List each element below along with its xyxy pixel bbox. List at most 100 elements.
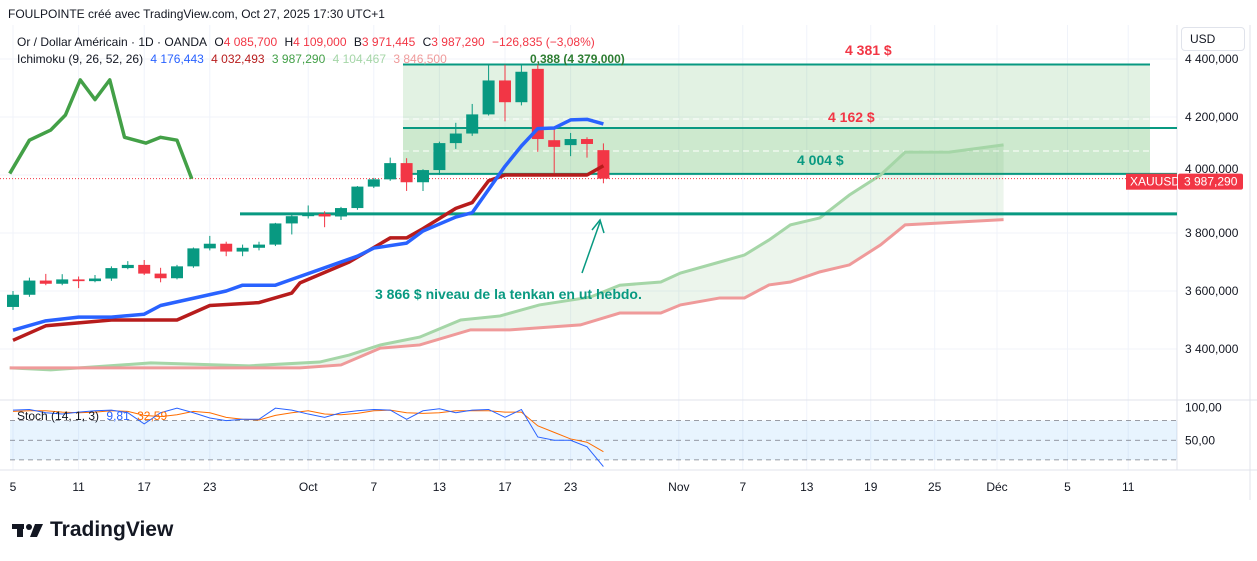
close-label: C — [422, 35, 432, 49]
time-tick-label: Nov — [668, 480, 689, 494]
stoch-d-line — [12, 409, 604, 453]
candle-body — [351, 186, 364, 209]
low-value: 3 971,445 — [361, 35, 416, 49]
price-chart[interactable]: 4 381 $ 4 162 $ 4 004 $ 3 866 $ niveau de l… — [0, 0, 1257, 500]
candle — [302, 205, 315, 219]
brand-name: TradingView — [50, 518, 174, 541]
candle-body — [482, 80, 495, 115]
label-4162: 4 162 $ — [828, 109, 875, 125]
arrow-line — [581, 221, 601, 274]
candle — [367, 177, 380, 189]
stoch-tick-label: 50,00 — [1185, 433, 1215, 447]
candle-body — [433, 143, 446, 171]
symbol-legend: Or / Dollar Américain · 1D · OANDA O4 08… — [17, 35, 599, 49]
candle-body — [285, 216, 298, 224]
upper-zone — [403, 64, 1150, 129]
candle — [39, 273, 52, 286]
low-label: B — [353, 35, 362, 49]
candle-body — [203, 243, 216, 249]
candle-body — [417, 170, 429, 183]
price-tick-label: 3 800,000 — [1185, 226, 1239, 240]
open-value: 4 085,700 — [223, 35, 278, 49]
candle — [285, 212, 298, 235]
candle-body — [449, 133, 462, 144]
candle-body — [187, 248, 200, 267]
candle-body — [499, 80, 511, 103]
candle-body — [384, 163, 397, 180]
stoch-name[interactable]: Stoch (14, 1, 3) — [17, 409, 100, 423]
candle — [400, 158, 413, 191]
candle-body — [318, 213, 331, 217]
candle-body — [23, 280, 36, 295]
candle-body — [105, 268, 118, 279]
price-tag — [1178, 173, 1243, 190]
candle — [351, 186, 364, 210]
candle — [269, 222, 282, 247]
candle — [7, 291, 19, 310]
label-4381: 4 381 $ — [845, 42, 892, 58]
ichimoku-name[interactable]: Ichimoku (9, 26, 52, 26) — [17, 52, 144, 66]
symbol-tag-text: XAUUSD — [1130, 175, 1180, 189]
header-title: FOULPOINTE créé avec TradingView.com, Oc… — [8, 7, 385, 21]
price-tick-label: 4 400,000 — [1185, 52, 1239, 66]
overlap-text: 0,388 (4 379,000) — [530, 52, 625, 66]
chikou-value: 3 987,290 — [271, 52, 326, 66]
stoch-legend: Stoch (14, 1, 3) 9,81 32,59 — [17, 409, 171, 423]
candle-body — [400, 163, 413, 183]
open-label: O — [214, 35, 224, 49]
time-tick-label: 5 — [10, 480, 17, 494]
candle-body — [220, 243, 233, 252]
symbol-tag — [1126, 173, 1177, 190]
candle — [515, 64, 528, 106]
candle-body — [253, 244, 265, 248]
candle-body — [597, 150, 610, 179]
tradingview-logo-icon — [12, 524, 43, 537]
stoch-tick-label: 100,00 — [1185, 401, 1222, 415]
price-tick-label: 3 400,000 — [1185, 342, 1239, 356]
candle — [433, 141, 446, 175]
time-tick-label: 13 — [433, 480, 447, 494]
candle-body — [466, 114, 479, 134]
candle — [531, 64, 544, 152]
candle-body — [367, 179, 380, 187]
candle-body — [269, 223, 282, 245]
candle — [23, 277, 36, 297]
candle-body — [171, 266, 183, 279]
currency-button[interactable]: USD — [1181, 27, 1245, 51]
time-tick-label: 17 — [498, 480, 512, 494]
candle — [72, 276, 85, 289]
candle-body — [564, 139, 577, 146]
candle-body — [335, 208, 347, 217]
tradingview-logo[interactable]: TradingView — [12, 518, 173, 542]
arrow-head-icon — [591, 218, 605, 234]
price-tag-text: 3 987,290 — [1184, 175, 1238, 189]
time-tick-label: 19 — [864, 480, 878, 494]
candle — [154, 267, 167, 283]
time-tick-label: Déc — [986, 480, 1007, 494]
candle — [581, 137, 593, 158]
candle — [499, 64, 511, 122]
candle — [56, 274, 69, 286]
candle-body — [56, 279, 69, 284]
senkou-a-line — [9, 143, 1004, 372]
senkou-b-value: 3 846,500 — [393, 52, 447, 66]
candle-body — [7, 294, 19, 307]
tenkan-note: 3 866 $ niveau de la tenkan en ut hebdo. — [375, 286, 642, 302]
candle — [105, 266, 118, 281]
candle — [564, 132, 577, 157]
price-tick-label: 4 000,000 — [1185, 162, 1239, 176]
candle-body — [548, 140, 561, 147]
high-value: 4 109,000 — [293, 35, 347, 49]
candle-body — [236, 247, 249, 252]
symbol-name[interactable]: Or / Dollar Américain · 1D · OANDA — [17, 35, 208, 49]
senkou-b-line — [9, 218, 1004, 370]
candle — [466, 103, 479, 136]
high-label: H — [284, 35, 294, 49]
label-4004: 4 004 $ — [797, 152, 844, 168]
time-tick-label: Oct — [299, 480, 318, 494]
candle — [482, 65, 495, 116]
chikou-line — [8, 78, 194, 180]
candle — [89, 275, 101, 283]
time-tick-label: 23 — [203, 480, 217, 494]
